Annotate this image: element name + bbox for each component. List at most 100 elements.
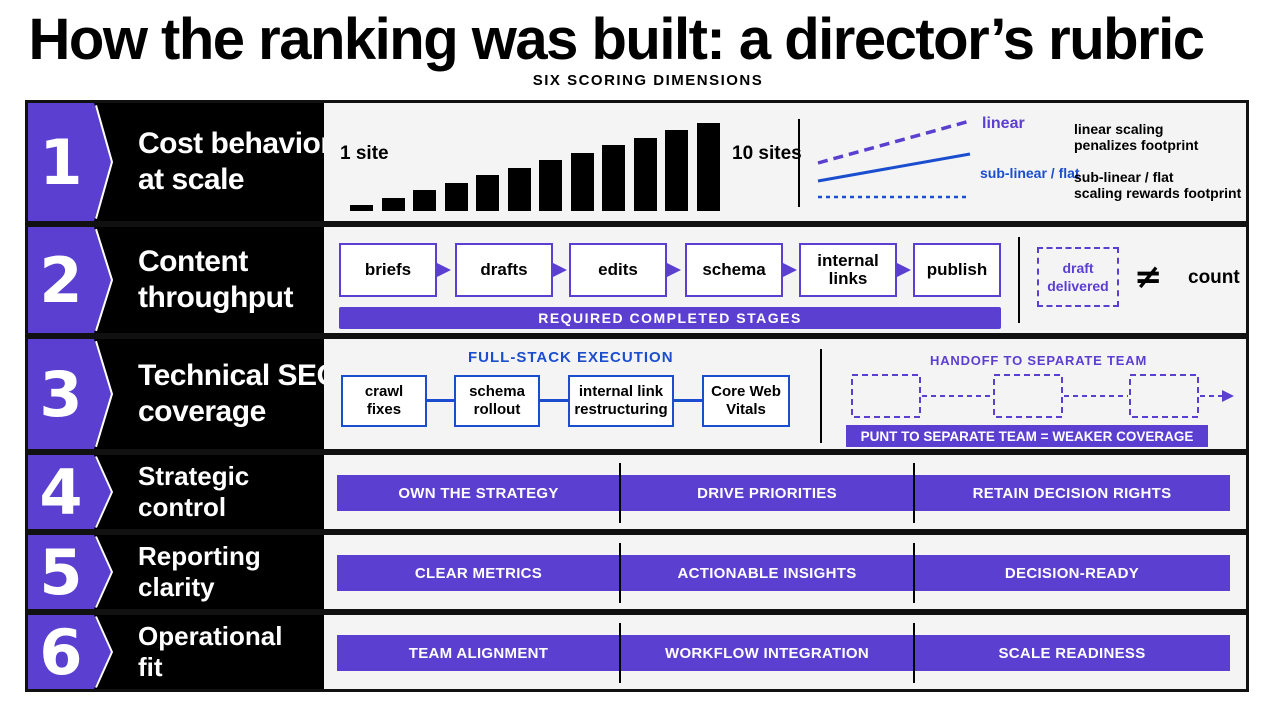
- note-line: penalizes footprint: [1074, 137, 1199, 154]
- stage-box: edits: [569, 243, 667, 297]
- cost-bar: [476, 175, 500, 211]
- cost-bar: [413, 190, 437, 211]
- pill-bar: CLEAR METRICS ACTIONABLE INSIGHTS DECISI…: [337, 555, 1230, 591]
- row-title-line: fit: [138, 652, 163, 682]
- cost-bar-chart: [350, 123, 720, 211]
- stage-box: publish: [913, 243, 1001, 297]
- row-title-line: Content: [138, 245, 248, 278]
- handoff-bar: PUNT TO SEPARATE TEAM = WEAKER COVERAGE: [846, 425, 1208, 447]
- row-title: Technical SEO coverage: [138, 339, 324, 449]
- cost-bar: [350, 205, 374, 211]
- fullstack-box: Core Web Vitals: [702, 375, 790, 427]
- pill-item: SCALE READINESS: [998, 644, 1146, 662]
- row-title-line: Reporting: [138, 540, 261, 571]
- number-chevron: 4: [28, 455, 128, 529]
- row-title-line: clarity: [138, 572, 215, 602]
- pill-item: ACTIONABLE INSIGHTS: [677, 564, 857, 582]
- scaling-lines-graphic: [817, 119, 971, 199]
- note-line: scaling rewards footprint: [1074, 185, 1242, 202]
- divider: [913, 623, 915, 683]
- note-line: linear scaling: [1074, 121, 1164, 137]
- fullstack-box: internal link restructuring: [568, 375, 674, 427]
- cost-bar: [696, 123, 720, 211]
- row-title-line: Technical SEO: [138, 359, 324, 392]
- number-chevron: 5: [28, 535, 128, 609]
- pill-item: WORKFLOW INTEGRATION: [664, 644, 870, 662]
- fullstack-box: schema rollout: [454, 375, 540, 427]
- arrow-right-icon: [437, 263, 451, 277]
- row-number: 1: [39, 125, 83, 199]
- handoff-dashed-graphic: [851, 374, 1234, 418]
- stage-box: briefs: [339, 243, 437, 297]
- divider: [619, 623, 621, 683]
- stage-box: internal links: [799, 243, 897, 297]
- row-title: Reporting clarity: [138, 535, 261, 609]
- row-title: Strategic control: [138, 455, 249, 529]
- row-label: 2 Content throughput: [28, 227, 324, 333]
- draft-delivered-box: draft delivered: [1037, 247, 1119, 307]
- arrow-right-icon: [667, 263, 681, 277]
- row-cost-behavior: 1 Cost behavior at scale 1 site 10 sites…: [25, 100, 1249, 224]
- legend-sublinear: sub-linear / flat: [980, 165, 1080, 181]
- pill-item: OWN THE STRATEGY: [398, 484, 559, 502]
- number-chevron: 3: [28, 339, 128, 449]
- fullstack-box: crawl fixes: [341, 375, 427, 427]
- note-sublinear: sub-linear / flat scaling rewards footpr…: [1074, 169, 1241, 201]
- row-number: 2: [39, 243, 83, 317]
- page-title: How the ranking was built: a director’s …: [28, 7, 1206, 72]
- row-technical-seo: 3 Technical SEO coverage FULL-STACK EXEC…: [25, 336, 1249, 452]
- arrow-right-icon: [897, 263, 911, 277]
- cost-bar: [602, 145, 626, 211]
- divider: [1018, 237, 1020, 323]
- cost-bar: [633, 137, 657, 211]
- row-title-line: Strategic: [138, 460, 250, 491]
- pill-item: CLEAR METRICS: [414, 564, 543, 582]
- row-number: 6: [39, 615, 83, 689]
- cost-bar: [539, 160, 563, 211]
- note-line: sub-linear / flat: [1074, 169, 1174, 185]
- divider: [913, 463, 915, 523]
- row-title-line: coverage: [138, 395, 266, 428]
- pill-item: RETAIN DECISION RIGHTS: [972, 484, 1172, 502]
- arrow-right-icon: [553, 263, 567, 277]
- row-title-line: Cost behavior: [138, 127, 324, 160]
- number-chevron: 1: [28, 103, 128, 221]
- cost-bar: [570, 152, 594, 211]
- draft-label: draft: [1062, 259, 1094, 276]
- row-label: 4 Strategic control: [28, 455, 324, 529]
- pill-item: DECISION-READY: [1004, 564, 1140, 582]
- row-content-throughput: 2 Content throughput briefs drafts edits sc…: [25, 224, 1249, 336]
- pill-item: TEAM ALIGNMENT: [408, 644, 549, 662]
- pill-bar: OWN THE STRATEGY DRIVE PRIORITIES RETAIN…: [337, 475, 1230, 511]
- number-chevron: 6: [28, 615, 128, 689]
- arrow-right-icon: [783, 263, 797, 277]
- row-title: Content throughput: [138, 227, 293, 333]
- row-strategic-control: 4 Strategic control OWN THE STRATEGY DRI…: [25, 452, 1249, 532]
- row-label: 5 Reporting clarity: [28, 535, 324, 609]
- divider: [820, 349, 822, 443]
- pill-bar: TEAM ALIGNMENT WORKFLOW INTEGRATION SCAL…: [337, 635, 1230, 671]
- row-number: 4: [39, 455, 83, 529]
- fullstack-title: FULL-STACK EXECUTION: [468, 349, 674, 366]
- row-operational-fit: 6 Operational fit TEAM ALIGNMENT WORKFLO…: [25, 612, 1249, 692]
- required-stages-bar: REQUIRED COMPLETED STAGES: [339, 307, 1001, 329]
- cost-bar: [381, 197, 405, 211]
- divider: [619, 543, 621, 603]
- divider: [913, 543, 915, 603]
- page-subtitle: SIX SCORING DIMENSIONS: [532, 72, 764, 89]
- stage-box: schema: [685, 243, 783, 297]
- row-label: 6 Operational fit: [28, 615, 324, 689]
- count-label: count: [1188, 267, 1240, 288]
- row-title-line: Operational: [138, 620, 283, 651]
- number-chevron: 2: [28, 227, 128, 333]
- stage-box: drafts: [455, 243, 553, 297]
- cost-bar: [507, 167, 531, 211]
- row-number: 3: [39, 357, 83, 431]
- row-label: 1 Cost behavior at scale: [28, 103, 324, 221]
- row-title: Operational fit: [138, 615, 282, 689]
- divider: [798, 119, 800, 207]
- row-reporting-clarity: 5 Reporting clarity CLEAR METRICS ACTION…: [25, 532, 1249, 612]
- delivered-label: delivered: [1047, 278, 1109, 294]
- row-title-line: at scale: [138, 163, 245, 196]
- row-title-line: throughput: [138, 281, 293, 314]
